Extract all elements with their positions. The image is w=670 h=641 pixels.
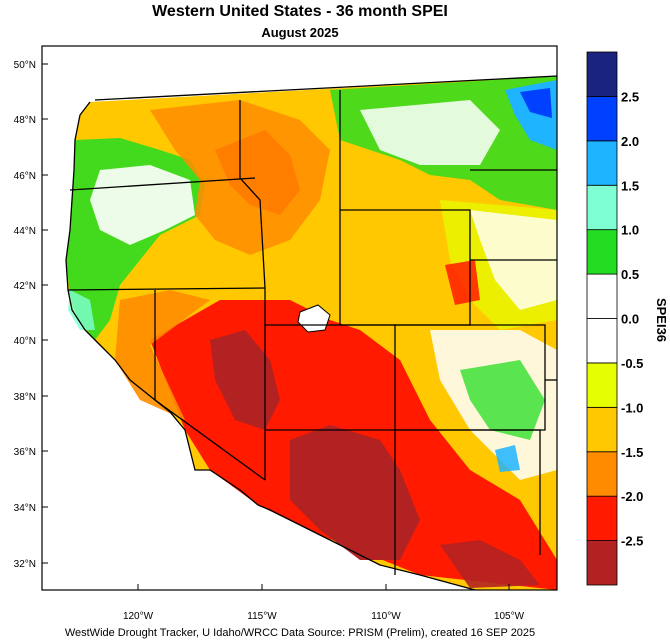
colorbar-tick-label: -2.5 [621, 534, 643, 549]
lat-tick-label: 40°N [14, 336, 36, 347]
lon-tick-label: 120°W [123, 611, 154, 622]
colorbar-segment [586, 495, 618, 541]
region-extremewet-ne [520, 88, 552, 118]
region-verywet-nm [495, 445, 520, 472]
region-extreme-nevada [210, 330, 280, 430]
lon-tick-label: 110°W [371, 611, 401, 622]
region-extreme-arizona [290, 425, 420, 560]
latitude-axis: 32°N 34°N 36°N 38°N 40°N 42°N 44°N 46°N … [14, 60, 48, 570]
colorbar-segment [586, 406, 618, 453]
colorbar-segment [586, 51, 618, 97]
colorbar-tick-label: -0.5 [621, 356, 643, 371]
colorbar-tick-label: 2.5 [621, 89, 639, 104]
colorbar-tick-label: -1.5 [621, 445, 643, 460]
region-wet-coast-north [68, 290, 95, 330]
colorbar-tick-label: 0.0 [621, 312, 639, 327]
colorbar-segment [586, 140, 618, 186]
lat-tick-label: 36°N [14, 447, 36, 458]
colorbar-segment [586, 229, 618, 275]
ca-or-border [67, 287, 266, 291]
ca-nv-border [154, 290, 266, 481]
colorbar-segment [586, 540, 618, 586]
footer-credits: WestWide Drought Tracker, U Idaho/WRCC D… [65, 627, 535, 639]
map-subtitle: August 2025 [261, 25, 338, 40]
longitude-axis: 120°W 115°W 110°W 105°W [123, 584, 525, 622]
region-normal-oregon [90, 165, 195, 245]
state-borders [67, 90, 557, 575]
lat-tick-label: 48°N [14, 115, 36, 126]
colorbar-segment [586, 273, 618, 319]
colorbar-segment [586, 451, 618, 497]
lat-tick-label: 44°N [14, 226, 36, 237]
map-title: Western United States - 36 month SPEI [152, 3, 448, 20]
colorbar-segment [586, 362, 618, 408]
colorbar-tick-label: 1.0 [621, 223, 639, 238]
colorbar: -2.5 -2.0 -1.5 -1.0 -0.5 0.0 0.5 1.0 1.5 2.0 2.5 [586, 51, 643, 586]
id-border [239, 100, 266, 289]
colorbar-tick-label: 0.5 [621, 267, 639, 282]
lat-tick-label: 50°N [14, 60, 36, 71]
colorbar-label: SPEI36 [654, 298, 669, 342]
colorbar-tick-label: -2.0 [621, 489, 643, 504]
colorbar-segment [586, 96, 618, 142]
lat-tick-label: 34°N [14, 503, 36, 514]
us-mexico-border [257, 504, 476, 590]
lon-tick-label: 115°W [247, 611, 277, 622]
lat-tick-label: 32°N [14, 559, 36, 570]
colorbar-segment [586, 318, 618, 364]
colorbar-tick-label: 1.5 [621, 178, 639, 193]
lat-tick-label: 42°N [14, 281, 36, 292]
colorbar-tick-label: -1.0 [621, 400, 643, 415]
colorbar-segment [586, 184, 618, 231]
nm-border [395, 429, 541, 555]
map-panel [42, 46, 557, 590]
or-wa-border [69, 177, 256, 191]
lon-tick-label: 105°W [494, 611, 525, 622]
colorbar-tick-label: 2.0 [621, 134, 639, 149]
lat-tick-label: 46°N [14, 171, 36, 182]
region-wet-colorado [460, 360, 545, 440]
coastline [65, 101, 259, 506]
region-normal-montana [360, 100, 500, 165]
lat-tick-label: 38°N [14, 392, 36, 403]
region-severe-wyoming [445, 260, 480, 305]
us-canada-border [94, 75, 557, 101]
region-extreme-nm [440, 540, 540, 588]
map-frame [41, 45, 558, 591]
